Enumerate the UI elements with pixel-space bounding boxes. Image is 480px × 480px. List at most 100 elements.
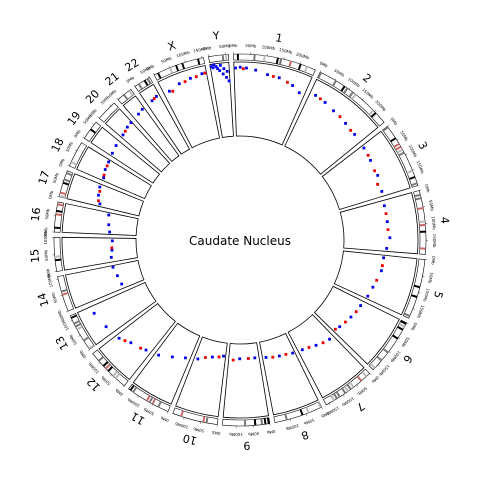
data-point-red <box>307 346 311 349</box>
data-point-blue <box>277 76 281 80</box>
ideogram-band <box>73 320 80 325</box>
data-point-blue <box>253 356 257 360</box>
ideogram-band <box>243 419 247 426</box>
data-point-blue <box>291 351 295 355</box>
sector-chr-1 <box>233 61 313 146</box>
data-point-blue <box>104 325 108 329</box>
chromosome-label-15: 15 <box>28 248 42 263</box>
ideogram-chr-9 <box>222 417 271 427</box>
ideogram-band <box>74 323 82 328</box>
ideogram-band <box>57 203 64 207</box>
tick-mark <box>136 395 139 398</box>
data-point-blue <box>366 294 370 298</box>
sector-chr-16 <box>61 203 139 236</box>
chromosome-label-Y: Y <box>211 29 220 43</box>
data-point-red <box>271 75 275 78</box>
tick-mark <box>67 165 70 167</box>
data-point-blue <box>117 336 121 340</box>
ideogram-band <box>343 385 350 392</box>
tick-label: 0Mb <box>266 429 276 435</box>
data-point-red <box>381 264 384 268</box>
data-point-blue <box>369 159 372 162</box>
ideogram-band <box>197 58 201 65</box>
chromosome-label-11: 11 <box>129 409 148 427</box>
ideogram-band <box>395 145 402 151</box>
ideogram-band <box>59 194 66 199</box>
ideogram-chr-5 <box>402 258 426 319</box>
tick-mark <box>168 65 170 68</box>
tick-mark <box>362 98 364 100</box>
tick-label: 100Mb <box>43 230 48 244</box>
tick-mark <box>369 373 372 376</box>
sector-chr-21 <box>122 95 180 163</box>
ideogram-band <box>392 334 399 340</box>
ideogram-band <box>403 312 411 317</box>
ideogram-band <box>382 126 389 132</box>
ideogram-band <box>275 57 279 64</box>
ideogram-band <box>417 207 424 211</box>
tick-label: 50Mb <box>427 272 434 284</box>
tick-label: 50Mb <box>356 386 368 397</box>
data-point-blue <box>177 82 181 86</box>
tick-label: 0Mb <box>45 268 51 278</box>
ideogram-band <box>145 395 151 402</box>
ideogram-band <box>390 137 397 143</box>
ideogram-band <box>317 72 322 79</box>
tick-label: 100Mb <box>422 288 431 303</box>
ideogram-band <box>419 247 426 250</box>
sector-chr-4 <box>339 192 419 255</box>
data-point-blue <box>107 223 111 227</box>
data-point-blue <box>353 133 356 136</box>
data-point-blue <box>102 176 105 180</box>
ideogram-band <box>361 371 368 378</box>
tick-mark <box>184 60 186 63</box>
tick-mark <box>356 384 359 387</box>
data-point-blue <box>183 356 187 360</box>
tick-mark <box>66 310 69 313</box>
data-point-red <box>285 80 289 84</box>
ideogram-band <box>89 128 96 134</box>
chromosome-label-14: 14 <box>35 291 52 308</box>
data-point-blue <box>379 269 383 273</box>
ideogram-band <box>112 370 118 377</box>
data-point-red <box>386 228 390 232</box>
sector-chr-17 <box>66 173 144 217</box>
ideogram-band <box>382 348 389 354</box>
data-point-blue <box>121 133 125 137</box>
ideogram-band <box>393 142 400 148</box>
chart-title: Caudate Nucleus <box>189 234 291 248</box>
ideogram-band <box>70 161 77 166</box>
ideogram-band <box>157 72 162 79</box>
ideogram-band <box>299 409 304 416</box>
data-point-blue <box>264 356 268 359</box>
data-point-blue <box>266 73 269 77</box>
data-point-blue <box>107 213 111 217</box>
data-point-red <box>217 355 221 359</box>
data-point-blue <box>200 72 204 76</box>
ideogram-band <box>260 418 264 425</box>
ideogram-band <box>406 169 413 174</box>
tick-mark <box>412 308 415 310</box>
data-point-blue <box>98 202 102 206</box>
data-point-blue <box>245 66 248 70</box>
tick-label: 150Mb <box>325 405 340 416</box>
tick-mark <box>148 75 150 78</box>
ideogram-band <box>128 90 134 97</box>
tick-label: 0Mb <box>370 375 380 385</box>
tick-mark <box>321 407 323 410</box>
data-point-blue <box>225 75 228 79</box>
ideogram-band <box>332 80 337 87</box>
data-point-red <box>321 341 325 345</box>
tick-label: 150Mb <box>415 160 425 175</box>
data-point-blue <box>110 151 114 155</box>
sector-chr-9 <box>222 342 270 419</box>
tick-label: 100Mb <box>229 432 243 437</box>
ideogram-band <box>351 93 357 100</box>
chromosome-label-22: 22 <box>123 56 142 74</box>
ideogram-band <box>107 366 114 372</box>
ideogram-band <box>419 230 426 233</box>
tick-mark <box>419 189 422 191</box>
ideogram-band <box>411 182 418 187</box>
sector-chr-5 <box>333 250 418 316</box>
tick-mark <box>153 73 155 76</box>
